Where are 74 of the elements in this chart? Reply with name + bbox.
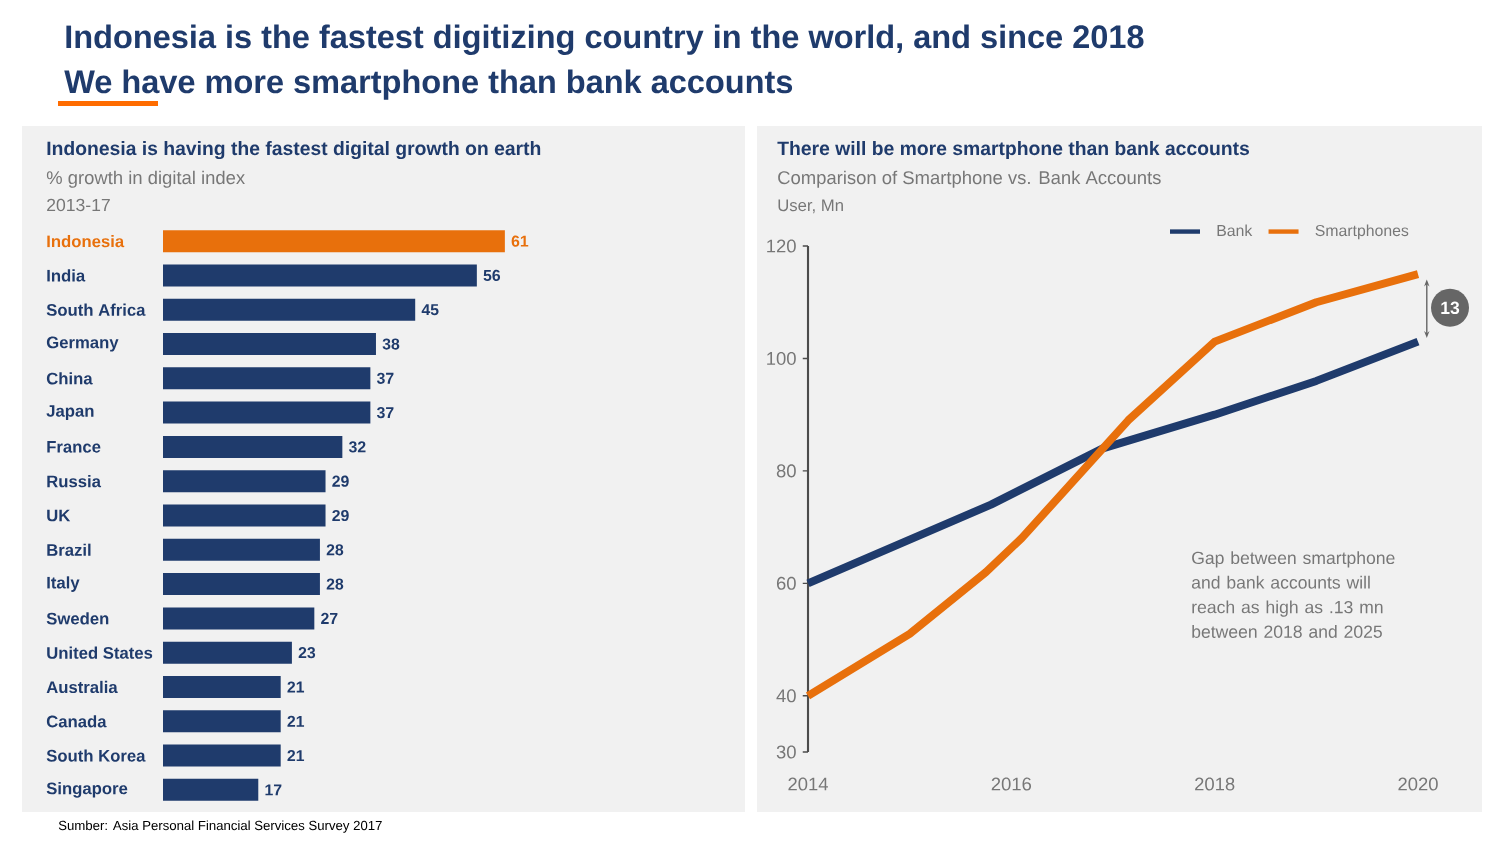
y-axis-title: User, Mn [778,199,843,214]
y-tick-label: 100 [767,351,796,365]
bar [163,538,320,561]
bar [163,367,371,390]
data-label: 23 [298,647,316,659]
data-label: 56 [483,269,501,282]
data-label: 28 [326,544,344,556]
x-tick-label: 2020 [1398,777,1438,791]
chart-title: Indonesia is having the fastest digital growth on earth [47,141,541,160]
bar [163,504,326,527]
text: Sumber: Asia Personal Financial Services Survey 2017 [58,820,382,833]
legend-label: Smartphones [1315,224,1409,240]
y-tick-label: France [47,441,101,453]
bar [163,264,477,287]
text: 13 [1441,301,1460,315]
bar [163,641,292,664]
bar [163,607,315,630]
data-label: 61 [511,235,529,247]
annotation: Gap between smartphone and bank accounts will reach as high as .13 mn between 2018 and 2025 [1191,551,1395,638]
y-tick-label: Australia [46,680,118,694]
bar [163,435,343,458]
data-label: 38 [382,338,400,350]
bar [163,744,281,767]
bar [163,710,281,733]
data-label: 45 [421,304,439,316]
chart-title: There will be more smartphone than bank accounts [777,141,1250,159]
data-label: 29 [332,475,349,487]
y-tick-label: India [47,269,86,282]
data-label: 27 [321,612,338,624]
data-label: 17 [265,784,282,796]
y-tick-label: Russia [47,475,102,488]
bar [163,675,281,698]
y-tick-label: Brazil [47,543,91,556]
x-tick-label: 2018 [1195,777,1235,791]
y-tick-label: 40 [776,689,796,703]
bar [163,333,376,356]
chart-subtitle: % growth in digital index [46,170,245,188]
y-tick-label: South Korea [46,749,146,762]
text: We have more smartphone than bank accounts [64,69,793,100]
y-tick-label: UK [47,509,71,522]
bar [163,298,416,321]
y-tick-label: 120 [767,239,796,253]
data-label: 21 [287,750,305,762]
y-tick-label: Indonesia [47,235,125,248]
y-tick-label: Sweden [46,612,109,625]
y-tick-label: Japan [46,405,94,421]
y-tick-label: China [46,372,93,385]
data-label: 21 [287,715,305,727]
y-tick-label: Germany [46,336,119,352]
data-label: 29 [332,509,349,522]
y-tick-label: Canada [46,715,107,728]
legend-label: Bank [1217,224,1253,237]
x-tick-label: 2014 [788,777,828,791]
bar [163,401,371,424]
bar [163,778,259,801]
y-tick-label: 80 [776,464,796,478]
y-tick-label: Singapore [46,782,128,798]
text: Indonesia is the fastest digitizing country in the world, and since 2018 [66,24,1144,55]
data-label: 37 [376,372,394,384]
y-tick-label: 30 [776,745,796,759]
bar [163,230,505,253]
bar [163,470,326,493]
data-label: 21 [287,681,305,693]
y-tick-label: Italy [47,576,80,592]
data-label: 32 [348,441,366,453]
y-tick-label: 60 [776,576,796,590]
y-tick-label: United States [47,646,153,659]
text: 2013-17 [47,198,110,212]
y-tick-label: South Africa [46,303,146,316]
bar [163,573,320,596]
chart-subtitle: Comparison of Smartphone vs. Bank Accounts [778,170,1161,188]
data-label: 28 [326,578,344,590]
data-label: 37 [376,407,394,419]
x-tick-label: 2016 [991,777,1032,791]
